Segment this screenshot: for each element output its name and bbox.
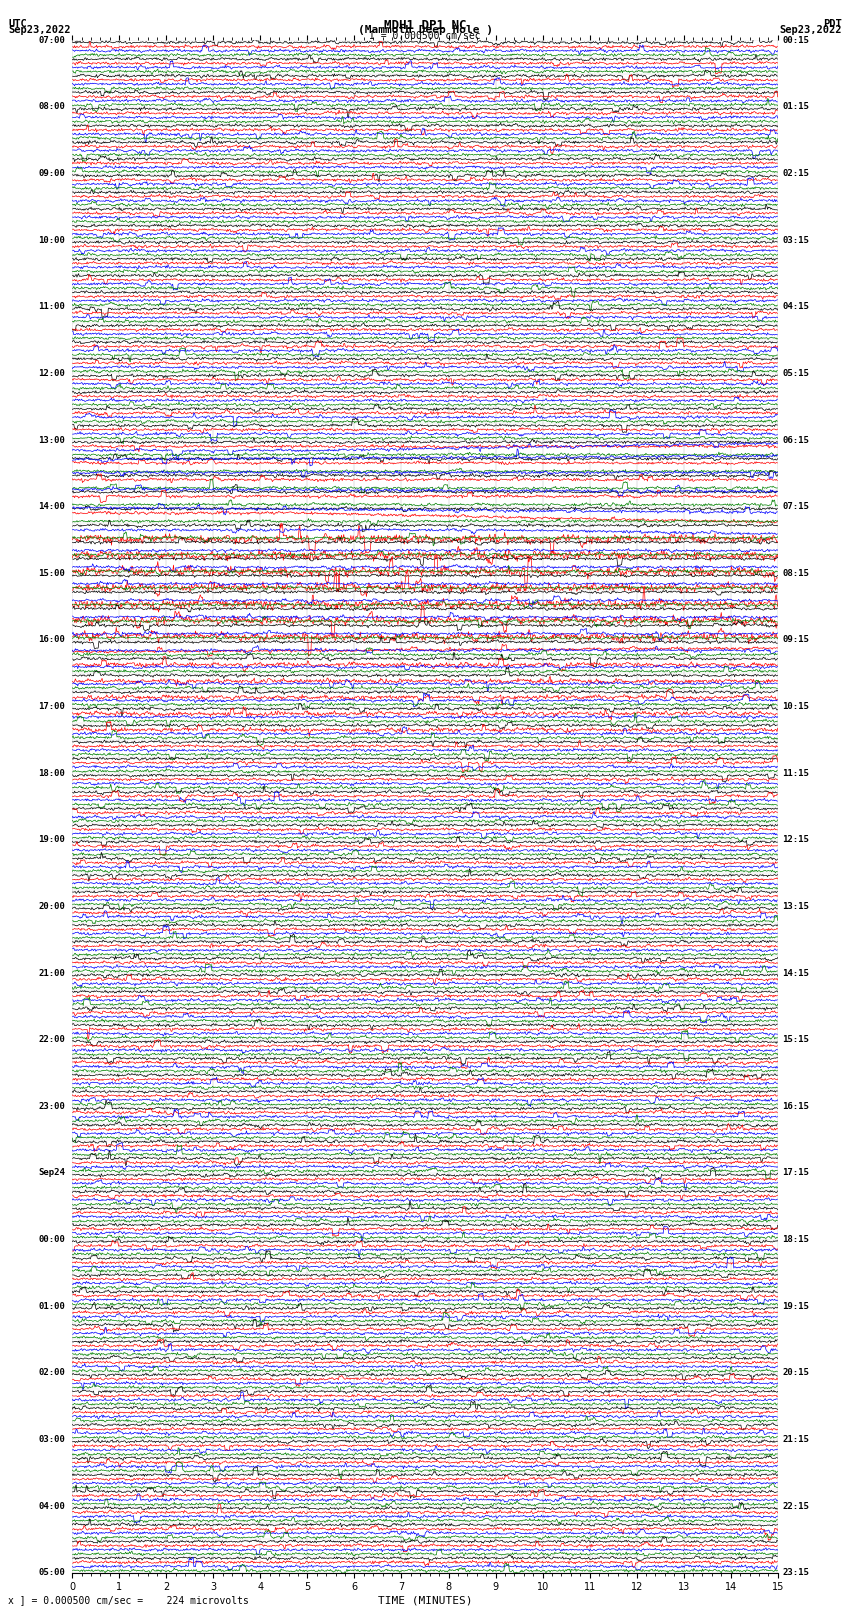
Text: 17:15: 17:15	[783, 1168, 809, 1177]
Text: 15:15: 15:15	[783, 1036, 809, 1044]
Text: 04:15: 04:15	[783, 302, 809, 311]
Text: UTC: UTC	[8, 18, 27, 29]
Text: 04:00: 04:00	[38, 1502, 65, 1510]
Text: 13:15: 13:15	[783, 902, 809, 911]
Text: 08:15: 08:15	[783, 569, 809, 577]
Text: 02:00: 02:00	[38, 1368, 65, 1378]
Text: MDH1 DP1 NC: MDH1 DP1 NC	[383, 18, 467, 32]
Text: 18:15: 18:15	[783, 1236, 809, 1244]
Text: 21:00: 21:00	[38, 968, 65, 977]
Text: 20:00: 20:00	[38, 902, 65, 911]
Text: 02:15: 02:15	[783, 169, 809, 177]
Text: 06:15: 06:15	[783, 436, 809, 445]
Text: 23:00: 23:00	[38, 1102, 65, 1111]
Text: 23:15: 23:15	[783, 1568, 809, 1578]
Text: 16:15: 16:15	[783, 1102, 809, 1111]
Text: 05:15: 05:15	[783, 369, 809, 377]
Text: 11:00: 11:00	[38, 302, 65, 311]
Text: 07:00: 07:00	[38, 35, 65, 45]
Text: 05:00: 05:00	[38, 1568, 65, 1578]
X-axis label: TIME (MINUTES): TIME (MINUTES)	[377, 1595, 473, 1605]
Text: PDT: PDT	[823, 18, 842, 29]
Text: 19:00: 19:00	[38, 836, 65, 844]
Text: 00:00: 00:00	[38, 1236, 65, 1244]
Text: 18:00: 18:00	[38, 769, 65, 777]
Text: 22:00: 22:00	[38, 1036, 65, 1044]
Text: 07:15: 07:15	[783, 502, 809, 511]
Text: Sep23,2022: Sep23,2022	[8, 24, 71, 35]
Text: Sep24: Sep24	[38, 1168, 65, 1177]
Text: 12:15: 12:15	[783, 836, 809, 844]
Text: 10:00: 10:00	[38, 235, 65, 245]
Text: 15:00: 15:00	[38, 569, 65, 577]
Text: 13:00: 13:00	[38, 436, 65, 445]
Text: 01:00: 01:00	[38, 1302, 65, 1311]
Text: 09:00: 09:00	[38, 169, 65, 177]
Text: 17:00: 17:00	[38, 702, 65, 711]
Text: I = 0.000500 cm/sec: I = 0.000500 cm/sec	[369, 31, 481, 42]
Text: 12:00: 12:00	[38, 369, 65, 377]
Text: 10:15: 10:15	[783, 702, 809, 711]
Text: 03:15: 03:15	[783, 235, 809, 245]
Text: 14:15: 14:15	[783, 968, 809, 977]
Text: 08:00: 08:00	[38, 103, 65, 111]
Text: 09:15: 09:15	[783, 636, 809, 645]
Text: 03:00: 03:00	[38, 1436, 65, 1444]
Text: x ] = 0.000500 cm/sec =    224 microvolts: x ] = 0.000500 cm/sec = 224 microvolts	[8, 1595, 249, 1605]
Text: 20:15: 20:15	[783, 1368, 809, 1378]
Text: Sep23,2022: Sep23,2022	[779, 24, 842, 35]
Text: 21:15: 21:15	[783, 1436, 809, 1444]
Text: 22:15: 22:15	[783, 1502, 809, 1510]
Text: 01:15: 01:15	[783, 103, 809, 111]
Text: 00:15: 00:15	[783, 35, 809, 45]
Text: 19:15: 19:15	[783, 1302, 809, 1311]
Text: 16:00: 16:00	[38, 636, 65, 645]
Text: 14:00: 14:00	[38, 502, 65, 511]
Text: (Mammoth Deep Hole ): (Mammoth Deep Hole )	[358, 24, 492, 35]
Text: 11:15: 11:15	[783, 769, 809, 777]
